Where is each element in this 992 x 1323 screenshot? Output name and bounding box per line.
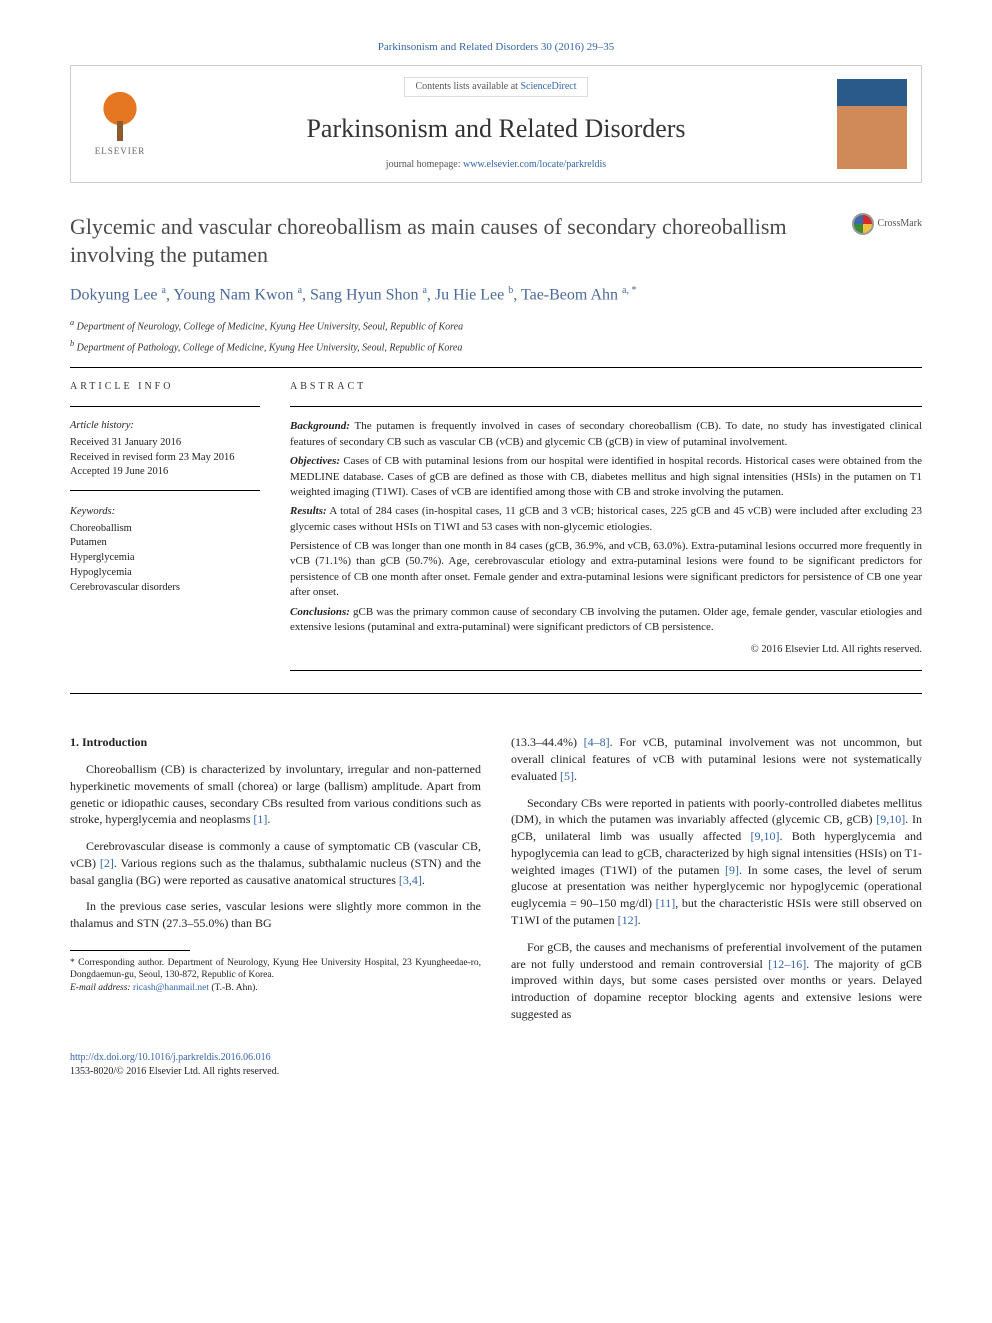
elsevier-logo: ELSEVIER: [85, 84, 155, 164]
ref-link[interactable]: [5]: [560, 769, 574, 783]
ref-link[interactable]: [12–16]: [768, 957, 806, 971]
article-history-label: Article history:: [70, 419, 260, 434]
body-paragraph: For gCB, the causes and mechanisms of pr…: [511, 939, 922, 1023]
abstract-copyright: © 2016 Elsevier Ltd. All rights reserved…: [290, 643, 922, 658]
abstract-results-1: Results: A total of 284 cases (in-hospit…: [290, 504, 922, 535]
email-label: E-mail address:: [70, 983, 133, 993]
results-text-1: A total of 284 cases (in-hospital cases,…: [290, 505, 922, 532]
contents-prefix: Contents lists available at: [415, 81, 520, 92]
keyword-item: Hyperglycemia: [70, 551, 260, 566]
ref-link[interactable]: [9,10]: [876, 812, 905, 826]
history-item: Received 31 January 2016: [70, 436, 260, 451]
corresponding-author-footnote: * Corresponding author. Department of Ne…: [70, 957, 481, 994]
meta-abstract-row: ARTICLE INFO Article history: Received 3…: [70, 380, 922, 683]
abstract-column: ABSTRACT Background: The putamen is freq…: [290, 380, 922, 683]
ref-link[interactable]: [4–8]: [584, 735, 610, 749]
authors-line: Dokyung Lee a, Young Nam Kwon a, Sang Hy…: [70, 284, 922, 307]
journal-cover-thumbnail: [837, 79, 907, 169]
article-title: Glycemic and vascular choreoballism as m…: [70, 213, 832, 270]
affiliation-b-text: Department of Pathology, College of Medi…: [77, 342, 463, 353]
ref-link[interactable]: [12]: [618, 913, 638, 927]
body-columns: 1. Introduction Choreoballism (CB) is ch…: [70, 734, 922, 1033]
abstract-results-2: Persistence of CB was longer than one mo…: [290, 539, 922, 601]
p2a-text: Secondary CBs were reported in patients …: [511, 796, 922, 827]
article-history-block: Article history: Received 31 January 201…: [70, 419, 260, 491]
citation-line: Parkinsonism and Related Disorders 30 (2…: [70, 40, 922, 55]
crossmark-label: CrossMark: [878, 217, 922, 231]
divider: [70, 406, 260, 407]
history-item: Received in revised form 23 May 2016: [70, 451, 260, 466]
affiliation-a: a Department of Neurology, College of Me…: [70, 317, 922, 334]
body-paragraph: In the previous case series, vascular le…: [70, 898, 481, 932]
body-paragraph: Secondary CBs were reported in patients …: [511, 795, 922, 929]
sciencedirect-link[interactable]: ScienceDirect: [520, 81, 576, 92]
background-label: Background:: [290, 420, 350, 432]
divider: [290, 406, 922, 407]
homepage-link[interactable]: www.elsevier.com/locate/parkreldis: [463, 159, 606, 170]
doi-link[interactable]: http://dx.doi.org/10.1016/j.parkreldis.2…: [70, 1052, 271, 1063]
ref-link[interactable]: [11]: [656, 896, 676, 910]
keyword-item: Hypoglycemia: [70, 566, 260, 581]
journal-header: ELSEVIER Contents lists available at Sci…: [70, 65, 922, 182]
keyword-item: Cerebrovascular disorders: [70, 581, 260, 596]
background-text: The putamen is frequently involved in ca…: [290, 420, 922, 447]
email-link[interactable]: ricash@hanmail.net: [133, 983, 209, 993]
keyword-item: Choreoballism: [70, 522, 260, 537]
ref-link[interactable]: [9]: [725, 863, 739, 877]
header-center: Contents lists available at ScienceDirec…: [175, 76, 817, 171]
section-1-heading: 1. Introduction: [70, 734, 481, 751]
issn-copyright: 1353-8020/© 2016 Elsevier Ltd. All right…: [70, 1066, 279, 1077]
contents-available-line: Contents lists available at ScienceDirec…: [404, 77, 587, 97]
body-paragraph: Choreoballism (CB) is characterized by i…: [70, 761, 481, 828]
homepage-prefix: journal homepage:: [386, 159, 463, 170]
p1-text: Choreoballism (CB) is characterized by i…: [70, 762, 481, 826]
ref-link[interactable]: [9,10]: [751, 829, 780, 843]
divider: [70, 693, 922, 694]
body-left-column: 1. Introduction Choreoballism (CB) is ch…: [70, 734, 481, 1033]
corr-label: * Corresponding author.: [70, 958, 164, 968]
keyword-item: Putamen: [70, 536, 260, 551]
ref-link[interactable]: [2]: [100, 856, 114, 870]
body-paragraph: (13.3–44.4%) [4–8]. For vCB, putaminal i…: [511, 734, 922, 784]
ref-link[interactable]: [1]: [253, 812, 267, 826]
objectives-label: Objectives:: [290, 455, 340, 467]
keywords-block: Keywords: Choreoballism Putamen Hypergly…: [70, 505, 260, 605]
abstract-heading: ABSTRACT: [290, 380, 922, 394]
objectives-text: Cases of CB with putaminal lesions from …: [290, 455, 922, 498]
body-right-column: (13.3–44.4%) [4–8]. For vCB, putaminal i…: [511, 734, 922, 1033]
p1a-text: (13.3–44.4%): [511, 735, 584, 749]
affiliation-a-text: Department of Neurology, College of Medi…: [77, 321, 463, 332]
crossmark-icon: [852, 213, 874, 235]
journal-name: Parkinsonism and Related Disorders: [175, 111, 817, 147]
elsevier-tree-icon: [95, 91, 145, 141]
crossmark-widget[interactable]: CrossMark: [852, 213, 922, 235]
homepage-line: journal homepage: www.elsevier.com/locat…: [175, 158, 817, 172]
results-label: Results:: [290, 505, 327, 517]
abstract-conclusions: Conclusions: gCB was the primary common …: [290, 605, 922, 636]
footnote-divider: [70, 950, 190, 951]
page-footer: http://dx.doi.org/10.1016/j.parkreldis.2…: [70, 1051, 922, 1079]
article-info-column: ARTICLE INFO Article history: Received 3…: [70, 380, 260, 683]
title-row: Glycemic and vascular choreoballism as m…: [70, 213, 922, 270]
abstract-background: Background: The putamen is frequently in…: [290, 419, 922, 450]
keywords-label: Keywords:: [70, 505, 260, 520]
affiliation-b: b Department of Pathology, College of Me…: [70, 338, 922, 355]
conclusions-text: gCB was the primary common cause of seco…: [290, 606, 922, 633]
conclusions-label: Conclusions:: [290, 606, 350, 618]
abstract-objectives: Objectives: Cases of CB with putaminal l…: [290, 454, 922, 500]
email-suffix: (T.-B. Ahn).: [209, 983, 258, 993]
divider: [70, 367, 922, 368]
divider: [290, 670, 922, 671]
ref-link[interactable]: [3,4]: [399, 873, 422, 887]
history-item: Accepted 19 June 2016: [70, 465, 260, 480]
body-paragraph: Cerebrovascular disease is commonly a ca…: [70, 838, 481, 888]
article-info-heading: ARTICLE INFO: [70, 380, 260, 394]
elsevier-logo-text: ELSEVIER: [95, 145, 146, 158]
